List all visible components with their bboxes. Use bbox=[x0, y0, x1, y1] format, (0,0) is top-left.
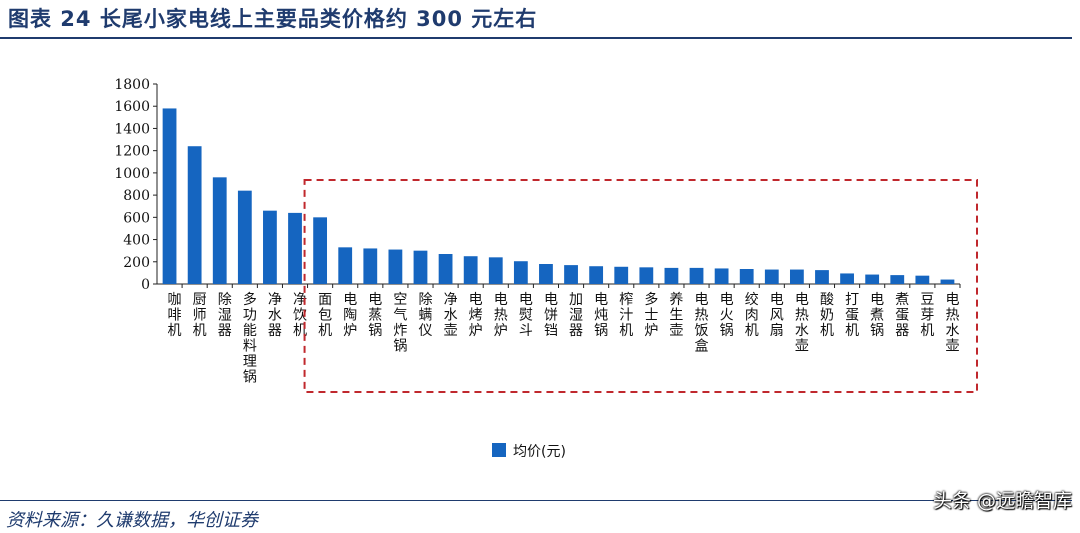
category-label: 面包机 bbox=[318, 292, 332, 339]
category-label: 净水壶 bbox=[444, 292, 458, 339]
y-tick-label: 1400 bbox=[114, 121, 150, 137]
title-divider bbox=[0, 37, 1072, 39]
category-label: 电火锅 bbox=[720, 292, 734, 339]
bar bbox=[564, 265, 578, 284]
bar bbox=[513, 261, 528, 284]
bar bbox=[263, 210, 277, 284]
bar bbox=[915, 275, 930, 284]
category-label: 除螨仪 bbox=[418, 292, 432, 339]
category-label: 电熨斗 bbox=[519, 292, 533, 339]
y-tick-label: 600 bbox=[123, 210, 150, 226]
bar bbox=[438, 254, 453, 284]
bar bbox=[890, 275, 905, 284]
category-label: 电炖锅 bbox=[594, 292, 608, 339]
category-label: 净饮机 bbox=[293, 292, 307, 339]
category-label: 电蒸锅 bbox=[368, 292, 382, 339]
bar bbox=[614, 266, 629, 284]
category-label: 豆芽机 bbox=[920, 292, 934, 339]
category-label: 除湿器 bbox=[218, 292, 232, 339]
bar bbox=[162, 108, 177, 284]
category-label: 多功能料理锅 bbox=[243, 291, 257, 386]
bar bbox=[689, 267, 704, 284]
category-label: 煮蛋器 bbox=[895, 292, 909, 339]
bar bbox=[187, 146, 202, 284]
bar bbox=[388, 249, 403, 284]
category-label: 酸奶机 bbox=[820, 292, 834, 339]
bar bbox=[664, 267, 679, 284]
category-label: 电煮锅 bbox=[870, 292, 884, 339]
bar bbox=[639, 267, 654, 284]
bar bbox=[313, 217, 328, 284]
category-label: 电热饭盒 bbox=[695, 292, 709, 355]
bar bbox=[739, 269, 754, 284]
chart-legend: 均价(元) bbox=[492, 443, 566, 460]
category-label: 养生壶 bbox=[669, 292, 683, 339]
category-label: 空气炸锅 bbox=[393, 292, 407, 355]
bar bbox=[714, 268, 729, 284]
bar bbox=[488, 257, 503, 284]
category-label: 电热水壶 bbox=[945, 292, 959, 355]
category-labels: 咖啡机厨师机除湿器多功能料理锅净水器净饮机面包机电陶炉电蒸锅空气炸锅除螨仪净水壶… bbox=[168, 291, 960, 386]
y-tick-label: 200 bbox=[123, 255, 150, 271]
y-tick-label: 0 bbox=[141, 277, 150, 293]
category-label: 电饼铛 bbox=[544, 292, 558, 339]
bar-chart: 0 200 400 600 800 1000 1200 1400 1600 1800 咖啡机厨师机… bbox=[114, 77, 978, 460]
bar bbox=[865, 274, 880, 284]
bar bbox=[764, 269, 779, 284]
bar bbox=[589, 266, 604, 284]
category-label: 绞肉机 bbox=[745, 291, 759, 339]
figure-title: 图表 24 长尾小家电线上主要品类价格约 300 元左右 bbox=[8, 7, 538, 31]
bar bbox=[288, 212, 302, 284]
bar bbox=[815, 270, 829, 284]
bar bbox=[237, 190, 252, 284]
y-tick-label: 400 bbox=[123, 233, 150, 249]
category-label: 电热炉 bbox=[494, 292, 508, 339]
long-tail-highlight-box bbox=[303, 179, 978, 393]
source-note: 资料来源：久谦数据，华创证券 bbox=[6, 510, 258, 531]
category-label: 打蛋机 bbox=[845, 291, 859, 339]
chart-bars bbox=[162, 108, 955, 284]
category-label: 电风扇 bbox=[770, 292, 784, 339]
bar bbox=[338, 247, 353, 284]
bar bbox=[413, 250, 428, 284]
y-tick-label: 1000 bbox=[114, 166, 150, 182]
legend-label: 均价(元) bbox=[513, 444, 566, 460]
y-tick-label: 800 bbox=[123, 188, 150, 204]
category-label: 加湿器 bbox=[569, 292, 583, 339]
y-tick-label: 1600 bbox=[114, 99, 150, 115]
legend-swatch bbox=[492, 443, 506, 457]
category-label: 厨师机 bbox=[193, 292, 207, 339]
y-tick-label: 1800 bbox=[114, 77, 150, 93]
bar bbox=[463, 256, 478, 284]
watermark: 头条 @远瞻智库 bbox=[932, 490, 1072, 512]
bar bbox=[940, 279, 955, 284]
bar bbox=[840, 273, 854, 284]
category-label: 榨汁机 bbox=[619, 291, 633, 339]
category-label: 净水器 bbox=[268, 292, 282, 339]
y-tick-label: 1200 bbox=[114, 144, 150, 160]
highlight-box bbox=[303, 179, 978, 393]
category-label: 电陶炉 bbox=[343, 292, 357, 339]
bar bbox=[212, 177, 227, 284]
category-label: 电烤炉 bbox=[469, 292, 483, 339]
category-label: 咖啡机 bbox=[168, 292, 182, 339]
source-divider bbox=[0, 500, 1072, 501]
bar bbox=[363, 248, 378, 284]
category-label: 多士炉 bbox=[644, 291, 658, 339]
category-label: 电热水壶 bbox=[795, 292, 809, 355]
bar bbox=[789, 269, 804, 284]
bar bbox=[539, 264, 553, 284]
